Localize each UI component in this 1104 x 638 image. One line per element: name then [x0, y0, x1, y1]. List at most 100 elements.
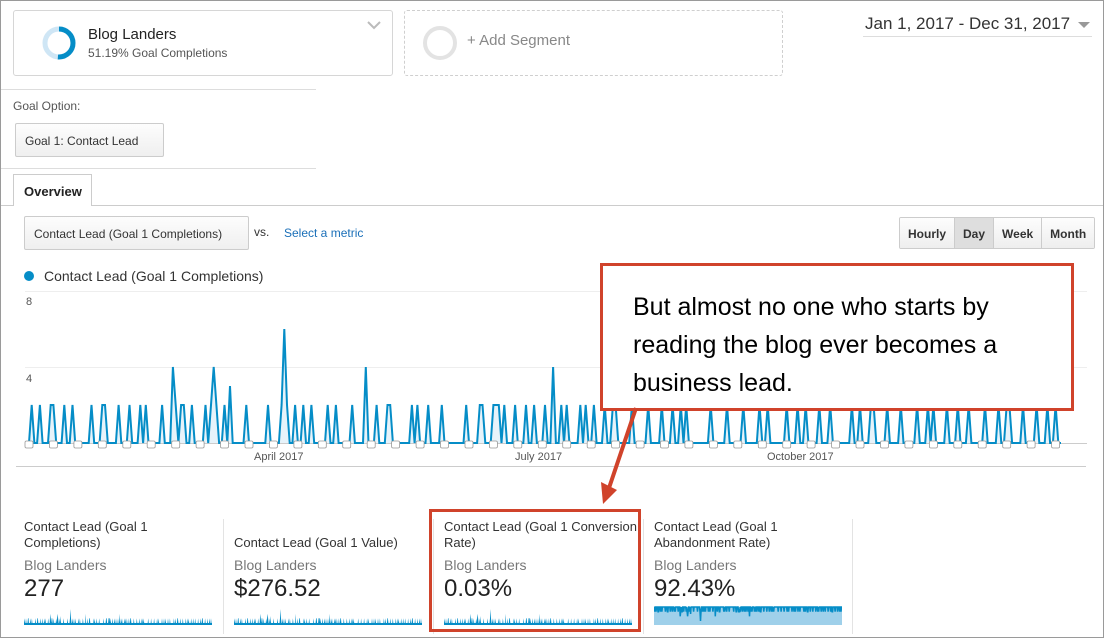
- annotation-callout: But almost no one who starts by reading …: [600, 263, 1074, 411]
- annotation-marker-icon[interactable]: [122, 440, 132, 449]
- annotation-marker-icon[interactable]: [97, 440, 107, 449]
- sparkline: [444, 609, 632, 625]
- scorecard-value-number: $276.52: [234, 575, 321, 602]
- scorecard-title: Contact Lead (Goal 1 Conversion Rate): [444, 519, 637, 550]
- granularity-week-button[interactable]: Week: [993, 218, 1042, 248]
- y-tick-label: 4: [26, 373, 32, 385]
- scorecard-segment: Blog Landers: [444, 557, 527, 573]
- divider: [1, 168, 316, 169]
- annotation-marker-icon[interactable]: [195, 440, 205, 449]
- annotation-marker-icon[interactable]: [220, 440, 229, 449]
- goal-option-select[interactable]: Goal 1: Contact Lead: [15, 123, 164, 157]
- annotation-marker-icon[interactable]: [660, 440, 669, 449]
- scorecard-highlight-box: [429, 509, 641, 632]
- sparkline: [654, 606, 842, 625]
- annotation-marker-icon[interactable]: [317, 440, 327, 449]
- annotation-marker-icon[interactable]: [1051, 440, 1060, 449]
- line-chart[interactable]: 8 4 April 2017 July 2017 October 2017: [1, 291, 1104, 466]
- divider: [1, 89, 316, 90]
- annotation-marker-icon[interactable]: [855, 440, 865, 449]
- card-divider: [433, 519, 434, 634]
- granularity-hourly-button[interactable]: Hourly: [900, 218, 955, 248]
- segment-subtitle: 51.19% Goal Completions: [88, 46, 228, 60]
- tab-overview[interactable]: Overview: [13, 174, 92, 206]
- card-divider: [223, 519, 224, 634]
- annotation-marker-icon[interactable]: [684, 440, 694, 449]
- annotation-arrow-icon: [601, 407, 638, 504]
- divider: [16, 466, 1086, 467]
- annotation-marker-icon[interactable]: [831, 440, 840, 449]
- annotation-marker-icon[interactable]: [1026, 440, 1036, 449]
- annotation-marker-icon[interactable]: [146, 440, 156, 449]
- scorecard-value: 0.03%: [444, 575, 513, 602]
- select-metric-link[interactable]: Select a metric: [284, 226, 364, 240]
- granularity-day-button[interactable]: Day: [954, 218, 994, 248]
- scorecard-abandonment-rate[interactable]: Contact Lead (Goal 1 Abandonment Rate) B…: [654, 519, 854, 631]
- scorecard-title: Contact Lead (Goal 1 Value): [234, 535, 398, 550]
- annotation-marker-icon[interactable]: [880, 440, 889, 449]
- chevron-down-icon[interactable]: [366, 19, 382, 31]
- tab-underline: [1, 205, 1103, 206]
- annotation-marker-icon[interactable]: [268, 440, 278, 449]
- annotation-marker-icon[interactable]: [1002, 440, 1012, 449]
- granularity-toggle: Hourly Day Week Month: [899, 217, 1096, 249]
- annotation-marker-icon[interactable]: [977, 440, 987, 449]
- x-tick-label: July 2017: [515, 451, 562, 463]
- annotation-marker-icon[interactable]: [171, 440, 181, 449]
- annotation-marker-icon[interactable]: [562, 440, 572, 449]
- annotation-marker-icon[interactable]: [709, 440, 718, 449]
- date-range-picker[interactable]: Jan 1, 2017 - Dec 31, 2017: [863, 13, 1092, 37]
- annotation-marker-icon[interactable]: [806, 440, 816, 449]
- annotation-marker-icon[interactable]: [635, 440, 645, 449]
- scorecard-segment: Blog Landers: [654, 557, 737, 573]
- scorecard-value: 92.43%: [654, 575, 736, 602]
- annotation-marker-icon[interactable]: [929, 440, 938, 449]
- goal-option-label: Goal Option:: [13, 99, 81, 113]
- annotation-marker-icon[interactable]: [440, 440, 449, 449]
- sparkline-area: [24, 609, 212, 625]
- scorecard-conversion-rate[interactable]: Contact Lead (Goal 1 Conversion Rate) Bl…: [444, 519, 644, 631]
- annotation-marker-icon[interactable]: [586, 440, 596, 449]
- annotation-marker-icon[interactable]: [733, 440, 743, 449]
- annotation-marker-icon[interactable]: [342, 440, 352, 449]
- annotation-marker-icon[interactable]: [757, 440, 767, 449]
- primary-metric-select[interactable]: Contact Lead (Goal 1 Completions): [24, 216, 249, 250]
- annotation-marker-icon[interactable]: [73, 440, 83, 449]
- annotation-text: But almost no one who starts by reading …: [633, 293, 998, 397]
- granularity-month-button[interactable]: Month: [1041, 218, 1095, 248]
- annotation-marker-icon[interactable]: [293, 440, 303, 449]
- scorecard-title: Contact Lead (Goal 1 Completions): [24, 519, 148, 550]
- sparkline-area: [234, 609, 422, 625]
- annotation-marker-icon[interactable]: [904, 440, 914, 449]
- annotation-marker-icon[interactable]: [244, 440, 254, 449]
- annotation-marker-icon[interactable]: [415, 440, 425, 449]
- scorecard-value[interactable]: Contact Lead (Goal 1 Value) Blog Landers…: [234, 519, 434, 631]
- annotation-marker-icon[interactable]: [782, 440, 792, 449]
- scorecard-title: Contact Lead (Goal 1 Abandonment Rate): [654, 519, 778, 550]
- add-segment-button[interactable]: + Add Segment: [404, 10, 783, 76]
- vs-label: vs.: [254, 225, 270, 239]
- card-divider: [852, 519, 853, 634]
- x-tick-label: April 2017: [254, 451, 304, 463]
- scorecard-value: 277: [24, 575, 65, 602]
- annotation-marker-icon[interactable]: [611, 440, 620, 449]
- annotation-marker-icon[interactable]: [464, 440, 474, 449]
- annotation-marker-icon[interactable]: [366, 440, 376, 449]
- annotation-marker-icon[interactable]: [537, 440, 547, 449]
- date-range-label: Jan 1, 2017 - Dec 31, 2017: [865, 14, 1071, 33]
- sparkline: [234, 609, 422, 625]
- annotation-marker-icon[interactable]: [49, 440, 58, 449]
- annotation-marker-icon[interactable]: [513, 440, 523, 449]
- x-tick-label: October 2017: [767, 451, 834, 463]
- annotation-marker-icon[interactable]: [391, 440, 401, 449]
- sparkline: [24, 609, 212, 625]
- annotation-marker-icon[interactable]: [953, 440, 963, 449]
- scorecard-segment: Blog Landers: [234, 557, 317, 573]
- sparkline-area: [444, 609, 632, 625]
- annotation-marker-icon[interactable]: [488, 440, 498, 449]
- scorecard-completions[interactable]: Contact Lead (Goal 1 Completions) Blog L…: [24, 519, 224, 631]
- card-divider: [643, 519, 644, 634]
- segment-card-blog-landers[interactable]: Blog Landers 51.19% Goal Completions: [13, 10, 393, 76]
- annotation-marker-icon[interactable]: [24, 440, 34, 449]
